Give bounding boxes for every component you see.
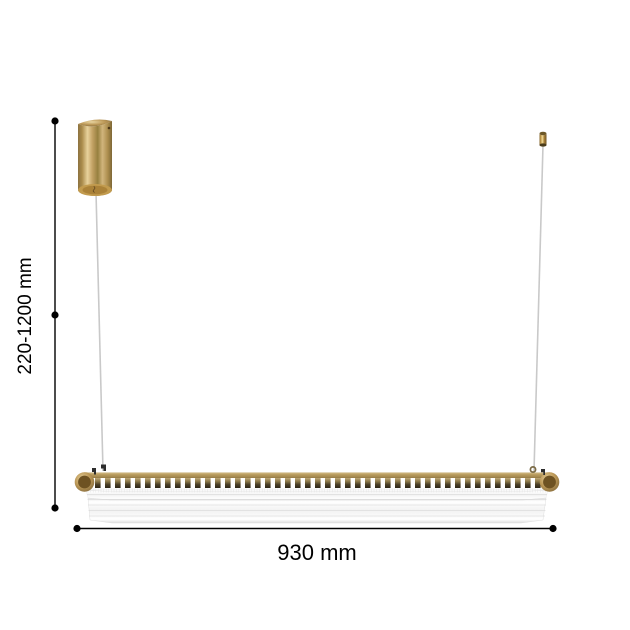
svg-text:930 mm: 930 mm [277, 540, 356, 565]
svg-text:220-1200 mm: 220-1200 mm [15, 257, 36, 374]
